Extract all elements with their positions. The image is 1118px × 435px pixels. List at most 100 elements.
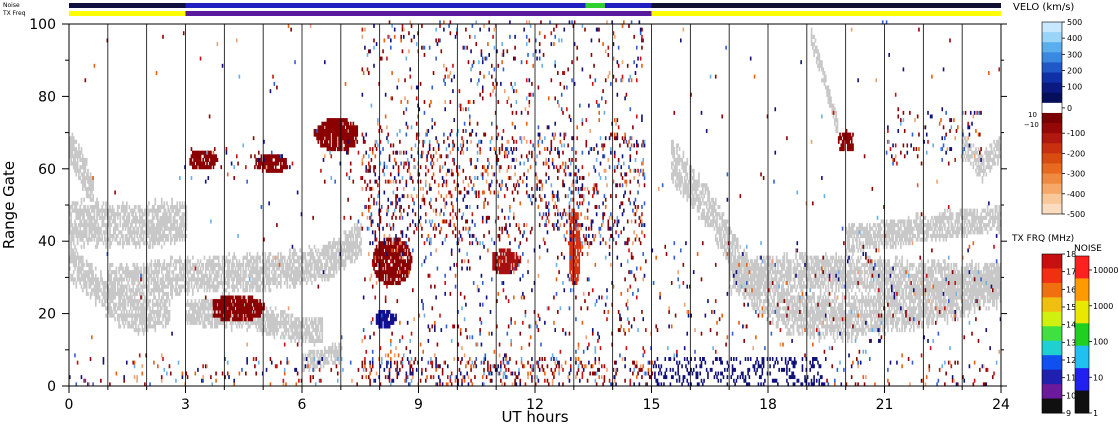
ground-scatter-cell [184, 237, 186, 242]
ground-scatter-cell [871, 309, 874, 315]
ground-scatter-cell [670, 161, 673, 166]
ground-scatter-cell [142, 328, 145, 333]
ground-scatter-cell [141, 313, 144, 318]
ground-scatter-cell [211, 259, 214, 264]
ground-scatter-cell [185, 270, 188, 275]
ground-scatter-cell [96, 215, 98, 220]
ground-scatter-cell [142, 284, 145, 289]
ground-scatter-cell [682, 190, 685, 195]
ground-scatter-cell [276, 284, 278, 289]
ground-scatter-cell [105, 212, 107, 217]
ground-scatter-cell [841, 306, 844, 311]
ground-scatter-cell [132, 262, 135, 267]
ground-scatter-cell [840, 309, 843, 315]
ground-scatter-cell [87, 190, 89, 195]
ground-scatter-cell [298, 335, 300, 340]
ground-scatter-cell [689, 176, 691, 181]
ground-scatter-cell [677, 157, 680, 162]
ground-scatter-cell [356, 255, 359, 260]
ground-scatter-cell [302, 360, 304, 365]
ground-scatter-cell [283, 255, 286, 260]
ground-scatter-cell [115, 226, 118, 231]
ground-scatter-cell [195, 277, 198, 282]
ground-scatter-cell [887, 299, 889, 304]
ground-scatter-cell [858, 302, 861, 307]
ground-scatter-cell [872, 295, 875, 300]
ground-scatter-cell [160, 270, 163, 275]
ground-scatter-cell [247, 281, 250, 286]
ground-scatter-cell [276, 324, 278, 329]
ground-scatter-cell [841, 309, 844, 315]
ground-scatter-cell [116, 233, 119, 238]
ground-scatter-cell [321, 262, 324, 267]
ground-scatter-cell [80, 212, 83, 217]
ground-scatter-cell [305, 335, 308, 340]
ground-scatter-cell [285, 270, 287, 275]
ground-scatter-cell [848, 331, 850, 336]
ground-scatter-cell [758, 291, 761, 296]
ground-scatter-cell [738, 252, 740, 257]
ground-scatter-cell [172, 215, 175, 220]
ground-scatter-cell [123, 215, 126, 220]
ground-scatter-cell [164, 273, 167, 278]
ground-scatter-cell [158, 317, 161, 322]
ground-scatter-cell [147, 270, 150, 275]
ground-scatter-cell [194, 277, 197, 282]
ground-scatter-cell [814, 320, 817, 325]
ground-scatter-cell [279, 259, 282, 264]
ground-scatter-cell [819, 309, 822, 315]
ground-scatter-cell [135, 313, 137, 318]
ground-scatter-cell [136, 270, 139, 275]
ground-scatter-cell [694, 190, 696, 195]
ground-scatter-cell [137, 328, 140, 333]
ground-scatter-cell [879, 302, 882, 307]
ground-scatter-cell [204, 273, 207, 278]
ground-scatter-cell [208, 320, 211, 325]
ground-scatter-cell [122, 223, 124, 228]
ground-scatter-cell [167, 237, 170, 242]
ground-scatter-cell [765, 295, 768, 300]
ground-scatter-cell [85, 208, 88, 213]
ground-scatter-cell [339, 353, 342, 358]
ground-scatter-cell [191, 255, 194, 260]
ground-scatter-cell [691, 201, 694, 206]
ground-scatter-cell [839, 324, 841, 329]
ground-scatter-cell [131, 237, 133, 242]
ground-scatter-cell [149, 219, 151, 224]
ground-scatter-cell [330, 273, 333, 278]
ground-scatter-cell [154, 324, 157, 329]
ground-scatter-cell [89, 295, 92, 300]
ground-scatter-cell [79, 208, 82, 213]
ground-scatter-cell [80, 179, 83, 184]
ground-scatter-cell [81, 157, 84, 162]
ground-scatter-cell [157, 219, 159, 224]
ground-scatter-cell [176, 226, 179, 231]
ground-scatter-cell [334, 266, 337, 271]
ground-scatter-cell [167, 219, 170, 224]
ground-scatter-cell [94, 284, 97, 289]
ground-scatter-cell [942, 306, 945, 311]
ground-scatter-cell [815, 324, 818, 329]
ground-scatter-cell [160, 320, 163, 325]
ground-scatter-cell [107, 219, 110, 224]
ground-scatter-cell [100, 215, 102, 220]
ground-scatter-cell [813, 335, 815, 340]
ground-scatter-cell [142, 317, 145, 322]
ground-scatter-cell [809, 306, 812, 311]
ground-scatter-cell [876, 295, 879, 300]
ground-scatter-cell [131, 230, 133, 235]
ground-scatter-cell [307, 277, 309, 282]
ground-scatter-cell [184, 281, 186, 286]
ground-scatter-cell [172, 219, 175, 224]
ground-scatter-cell [915, 306, 918, 311]
ground-scatter-cell [761, 291, 764, 296]
ground-scatter-cell [75, 255, 78, 260]
ground-scatter-cell [307, 266, 309, 271]
ground-scatter-cell [188, 313, 190, 318]
ground-scatter-cell [894, 324, 897, 329]
ground-scatter-cell [317, 262, 320, 267]
ground-scatter-cell [898, 317, 901, 322]
ground-scatter-cell [707, 215, 709, 220]
ground-scatter-cell [85, 288, 88, 293]
ground-scatter-cell [344, 233, 347, 238]
